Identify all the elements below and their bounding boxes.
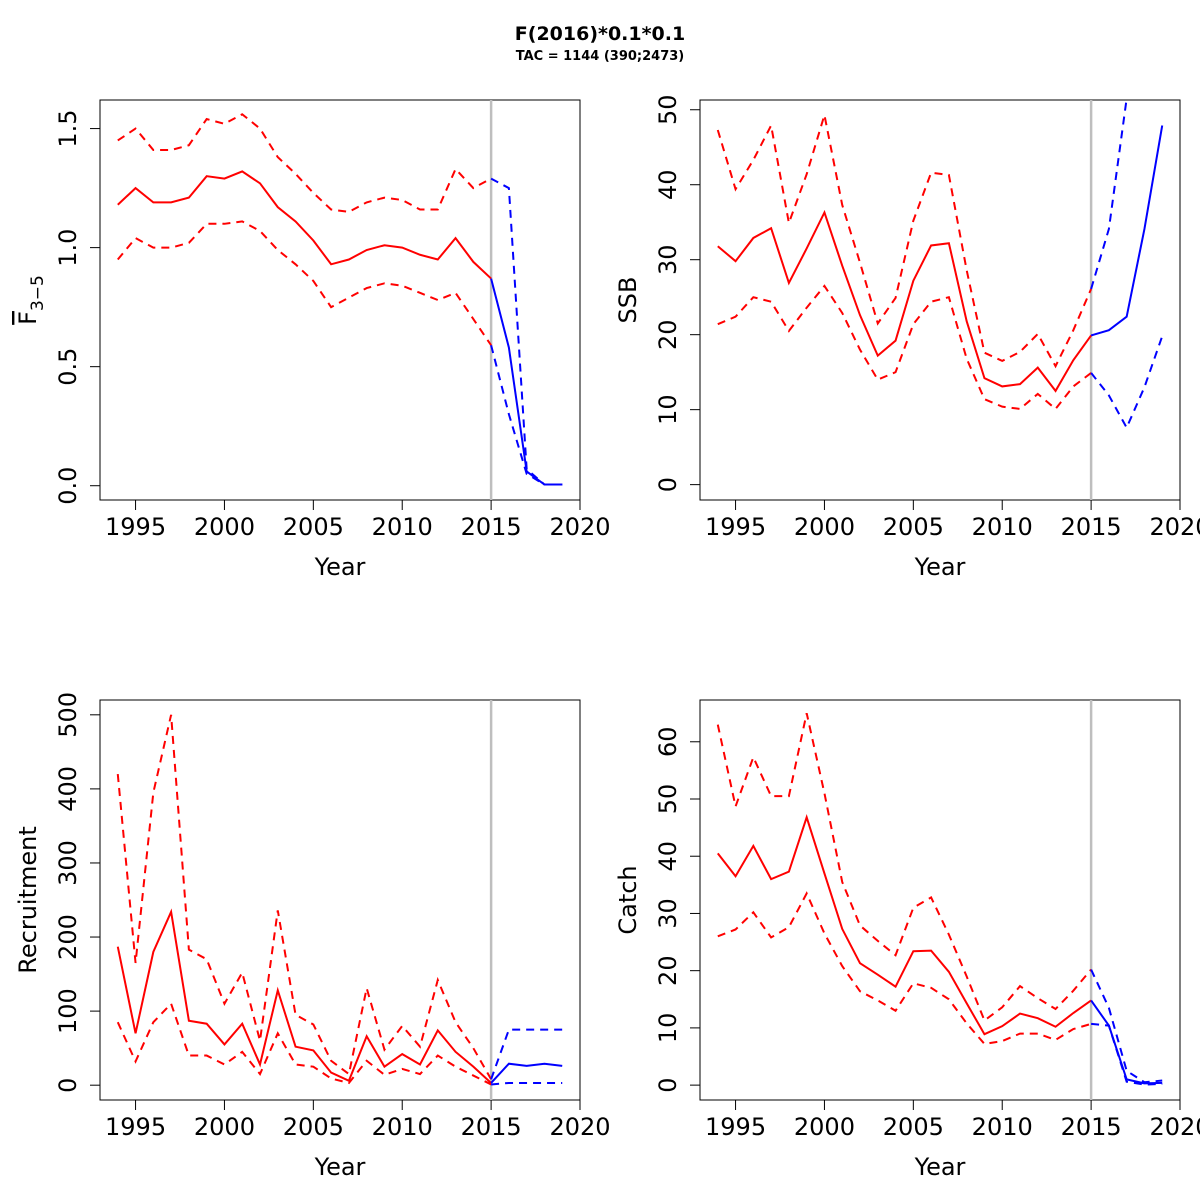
- panel: 1995 2000 2005 2010 2015 2020 0.0 0.5 1.0 1.5 Year…: [14, 99, 611, 581]
- x-tick-label: 2005: [883, 1113, 944, 1141]
- x-tick-label: 2015: [1061, 513, 1122, 541]
- series-line: [1090, 335, 1164, 430]
- series-line: [717, 284, 1092, 411]
- x-tick-label: 1995: [705, 1113, 766, 1141]
- y-tick-label: 0.5: [54, 348, 82, 386]
- y-tick-label: 100: [54, 988, 82, 1034]
- y-axis-label: SSB: [614, 277, 642, 324]
- plot-box: [99, 699, 581, 1101]
- series-line: [490, 344, 563, 486]
- title: F(2016)*0.1*0.1: [515, 23, 685, 45]
- series-line: [491, 1081, 563, 1086]
- series-line: [490, 1028, 563, 1080]
- series-line: [117, 170, 492, 280]
- x-tick-label: 2015: [1061, 1113, 1122, 1141]
- series-line: [716, 114, 1093, 369]
- series-line: [717, 891, 1092, 1045]
- y-axis-label-subscript: 3−5: [28, 275, 48, 311]
- y-tick-label: 50: [654, 784, 682, 815]
- y-tick-label: 400: [54, 766, 82, 812]
- y-axis-label: F3−5: [14, 275, 48, 325]
- series-line: [490, 177, 563, 486]
- panel: 1995 2000 2005 2010 2015 2020 0 10 20 30 40 50 Year S…: [614, 94, 1200, 581]
- series-line: [490, 1062, 563, 1084]
- x-axis-label: Year: [314, 1153, 366, 1181]
- x-tick-label: 2010: [972, 513, 1033, 541]
- y-axis-label-base: F: [14, 311, 42, 325]
- x-axis-label: Year: [314, 553, 366, 581]
- series-line: [1091, 1022, 1163, 1086]
- y-tick-label: 1.5: [54, 109, 82, 147]
- series-line: [116, 714, 492, 1080]
- y-tick-label: 0.0: [54, 467, 82, 505]
- series-line: [716, 712, 1092, 1023]
- series-line: [717, 209, 1092, 393]
- x-tick-label: 2000: [794, 513, 855, 541]
- panel: 1995 2000 2005 2010 2015 2020 0 100 200 300 400 500…: [14, 692, 611, 1181]
- x-tick-label: 2010: [972, 1113, 1033, 1141]
- plot-box: [99, 99, 581, 501]
- y-tick-label: 300: [54, 840, 82, 886]
- y-tick-label: 1.0: [54, 229, 82, 267]
- x-tick-label: 2015: [461, 513, 522, 541]
- series-line: [1090, 969, 1163, 1084]
- x-tick-label: 2015: [461, 1113, 522, 1141]
- x-axis-label: Year: [914, 553, 966, 581]
- x-tick-label: 1995: [105, 513, 166, 541]
- x-tick-label: 2005: [283, 513, 344, 541]
- series-line: [116, 908, 492, 1084]
- x-tick-label: 2010: [372, 1113, 433, 1141]
- y-tick-label: 200: [54, 914, 82, 960]
- y-tick-label: 10: [654, 394, 682, 425]
- plot-box: [699, 699, 1181, 1101]
- x-tick-label: 2020: [549, 1113, 610, 1141]
- series-line: [1090, 999, 1163, 1085]
- y-tick-label: 20: [654, 955, 682, 986]
- panel: 1995 2000 2005 2010 2015 2020 0 10 20 30 40 50 60 Yea…: [614, 699, 1200, 1181]
- x-tick-label: 2010: [372, 513, 433, 541]
- y-tick-label: 500: [54, 692, 82, 738]
- y-tick-label: 0: [654, 477, 682, 492]
- y-axis-label: Recruitment: [14, 826, 42, 973]
- x-tick-label: 2000: [194, 1113, 255, 1141]
- x-tick-label: 2020: [1149, 1113, 1200, 1141]
- subtitle: TAC = 1144 (390;2473): [516, 49, 685, 64]
- series-line: [716, 814, 1092, 1036]
- series-line: [117, 113, 492, 213]
- x-tick-label: 2000: [794, 1113, 855, 1141]
- x-tick-label: 1995: [105, 1113, 166, 1141]
- y-tick-label: 40: [654, 841, 682, 872]
- x-tick-label: 2000: [194, 513, 255, 541]
- x-tick-label: 2020: [1149, 513, 1200, 541]
- y-tick-label: 0: [654, 1077, 682, 1092]
- y-tick-label: 60: [654, 727, 682, 758]
- x-axis-label: Year: [914, 1153, 966, 1181]
- y-tick-label: 50: [654, 94, 682, 125]
- x-tick-label: 2005: [283, 1113, 344, 1141]
- x-tick-label: 1995: [705, 513, 766, 541]
- y-axis-label: Catch: [614, 865, 642, 934]
- series-line: [1090, 100, 1128, 290]
- y-tick-label: 10: [654, 1013, 682, 1044]
- y-tick-label: 30: [654, 244, 682, 275]
- y-tick-label: 30: [654, 898, 682, 929]
- y-tick-label: 40: [654, 169, 682, 200]
- x-tick-label: 2005: [883, 513, 944, 541]
- series-line: [116, 1001, 492, 1086]
- x-tick-label: 2020: [549, 513, 610, 541]
- series-line: [117, 220, 492, 346]
- y-tick-label: 0: [54, 1078, 82, 1093]
- series-line: [1090, 125, 1164, 337]
- y-tick-label: 20: [654, 319, 682, 350]
